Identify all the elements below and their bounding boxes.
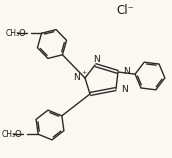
Text: +: + (81, 70, 87, 76)
Text: O: O (18, 29, 25, 38)
Text: N: N (123, 67, 130, 76)
Text: N: N (73, 73, 80, 82)
Text: N: N (121, 85, 128, 94)
Text: Cl⁻: Cl⁻ (116, 3, 134, 16)
Text: CH₃: CH₃ (6, 29, 20, 38)
Text: N: N (93, 55, 99, 64)
Text: O: O (15, 130, 22, 139)
Text: CH₃: CH₃ (2, 130, 16, 139)
